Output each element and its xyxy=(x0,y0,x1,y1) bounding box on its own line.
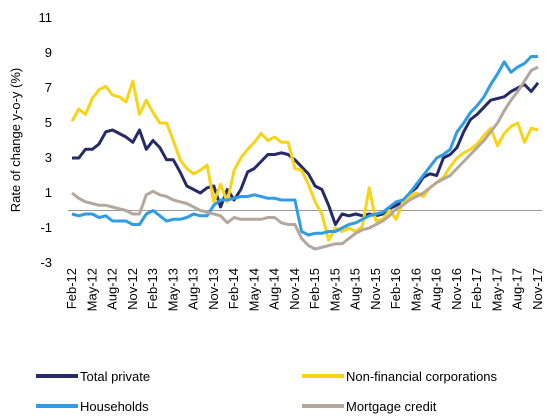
x-tick-label: May-16 xyxy=(408,268,423,311)
y-tick-label: 7 xyxy=(45,80,52,95)
x-tick-label: May-15 xyxy=(327,268,342,311)
legend-label: Non-financial corporations xyxy=(346,369,498,384)
x-tick-label: Aug-15 xyxy=(348,268,363,310)
series-line xyxy=(70,79,539,242)
x-tick-label: Nov-12 xyxy=(125,268,140,310)
y-tick-label: -1 xyxy=(40,220,52,235)
x-tick-label: May-12 xyxy=(84,268,99,311)
x-tick-label: Aug-14 xyxy=(267,268,282,310)
series-line xyxy=(72,81,540,226)
x-tick-label: Nov-17 xyxy=(530,268,545,310)
x-tick-label: Nov-16 xyxy=(449,268,464,310)
y-tick-label: -3 xyxy=(40,255,52,270)
x-tick-label: Feb-12 xyxy=(64,268,79,309)
legend-label: Mortgage credit xyxy=(346,399,437,414)
y-tick-label: 5 xyxy=(45,115,52,130)
x-tick-label: May-17 xyxy=(489,268,504,311)
x-tick-label: Aug-17 xyxy=(510,268,525,310)
x-tick-label: Nov-13 xyxy=(206,268,221,310)
legend-label: Households xyxy=(80,399,149,414)
series-line xyxy=(71,55,538,237)
y-tick-label: 11 xyxy=(39,10,53,25)
x-tick-label: Feb-15 xyxy=(307,268,322,309)
y-tick-label: 1 xyxy=(45,185,52,200)
x-tick-label: Feb-16 xyxy=(388,268,403,309)
x-tick-label: Nov-15 xyxy=(368,268,383,310)
series-line xyxy=(71,65,539,251)
x-tick-label: Feb-14 xyxy=(226,268,241,309)
y-tick-label: 9 xyxy=(45,45,52,60)
x-tick-label: Aug-12 xyxy=(105,268,120,310)
x-tick-label: Aug-16 xyxy=(429,268,444,310)
x-tick-label: Feb-13 xyxy=(145,268,160,309)
x-tick-label: May-13 xyxy=(165,268,180,311)
y-tick-label: 3 xyxy=(45,150,52,165)
x-tick-label: May-14 xyxy=(246,268,261,311)
legend-label: Total private xyxy=(80,369,150,384)
x-tick-label: Aug-13 xyxy=(186,268,201,310)
x-tick-label: Feb-17 xyxy=(469,268,484,309)
x-tick-label: Nov-14 xyxy=(287,268,302,310)
y-axis-label: Rate of change y-o-y (%) xyxy=(8,68,23,213)
